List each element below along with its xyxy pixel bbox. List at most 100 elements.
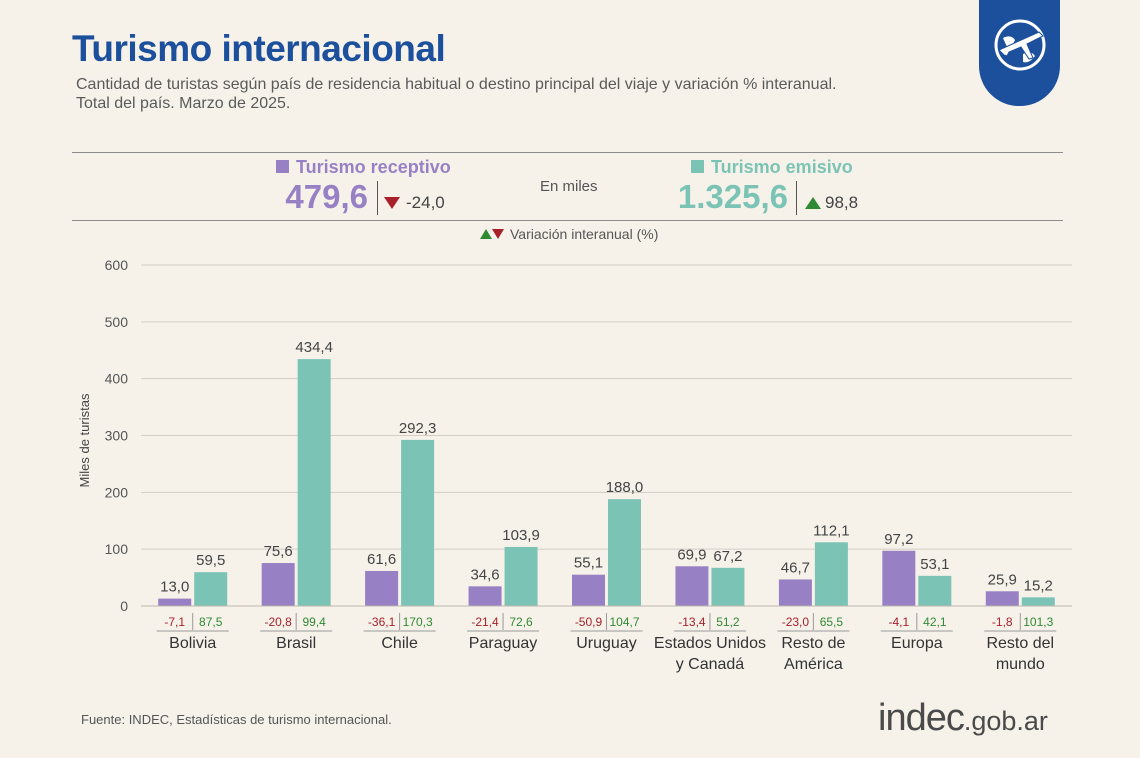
source-note: Fuente: INDEC, Estadísticas de turismo i… — [81, 712, 392, 727]
y-tick-label: 400 — [105, 371, 129, 387]
emisivo-summary-label: Turismo emisivo — [691, 157, 853, 178]
y-tick-label: 100 — [105, 541, 129, 557]
variation-legend: Variación interanual (%) — [480, 226, 658, 242]
data-label-emisivo: 292,3 — [399, 420, 437, 437]
variation-receptivo: -50,9 — [575, 615, 603, 629]
triangle-up-icon — [480, 229, 492, 239]
data-label-emisivo: 67,2 — [713, 548, 742, 565]
category-label: Europa — [891, 635, 943, 652]
category-label: Resto de — [781, 635, 845, 652]
y-tick-label: 300 — [105, 428, 129, 444]
bar-receptivo — [572, 574, 605, 606]
triangle-down-icon — [492, 229, 504, 239]
category-label: Estados Unidos — [654, 635, 766, 652]
bar-emisivo — [297, 359, 331, 606]
data-label-receptivo: 34,6 — [470, 566, 499, 583]
emisivo-swatch — [691, 160, 704, 173]
data-label-receptivo: 61,6 — [367, 551, 396, 568]
subtitle-line-2: Total del país. Marzo de 2025. — [76, 95, 291, 112]
summary-bottom-rule — [72, 220, 1063, 221]
summary-top-rule — [72, 152, 1063, 153]
bar-receptivo — [882, 550, 916, 606]
variation-receptivo: -21,4 — [471, 615, 499, 629]
data-label-emisivo: 15,2 — [1024, 577, 1053, 594]
y-tick-label: 600 — [105, 257, 129, 273]
variation-emisivo: 104,7 — [609, 615, 639, 629]
data-label-emisivo: 112,1 — [813, 522, 849, 539]
category-label: y Canadá — [676, 656, 745, 673]
variation-emisivo: 72,6 — [509, 615, 533, 629]
variation-emisivo: 42,1 — [923, 615, 947, 629]
bar-receptivo — [158, 598, 192, 606]
variation-emisivo: 99,4 — [302, 615, 326, 629]
globe-airplane-icon — [994, 19, 1046, 71]
bar-emisivo — [814, 542, 848, 606]
variation-emisivo: 87,5 — [199, 615, 223, 629]
bar-receptivo — [261, 563, 295, 606]
bar-emisivo — [608, 499, 641, 606]
data-label-receptivo: 13,0 — [160, 579, 189, 596]
data-label-receptivo: 69,9 — [677, 546, 706, 563]
bar-emisivo — [194, 572, 228, 606]
data-label-receptivo: 46,7 — [781, 559, 810, 576]
variation-emisivo: 101,3 — [1023, 615, 1053, 629]
bar-receptivo — [468, 586, 502, 606]
bar-receptivo — [365, 570, 399, 606]
bar-emisivo — [401, 439, 435, 606]
bar-emisivo — [504, 546, 538, 606]
data-label-emisivo: 434,4 — [295, 339, 333, 356]
variation-receptivo: -7,1 — [164, 615, 185, 629]
variation-emisivo: 51,2 — [716, 615, 740, 629]
category-label: Bolivia — [169, 635, 216, 652]
variation-receptivo: -20,8 — [264, 615, 292, 629]
data-label-emisivo: 59,5 — [196, 552, 225, 569]
bar-receptivo — [778, 579, 812, 606]
emisivo-total: 1.325,6 — [677, 178, 788, 215]
variation-receptivo: -36,1 — [368, 615, 396, 629]
y-tick-label: 200 — [105, 484, 129, 500]
category-label: América — [784, 656, 843, 673]
receptivo-summary-label: Turismo receptivo — [276, 157, 451, 178]
triangle-up-icon — [805, 197, 821, 209]
category-label: Resto del — [986, 635, 1054, 652]
y-axis-label: Miles de turistas — [77, 393, 92, 487]
bar-emisivo — [1021, 597, 1055, 606]
variation-receptivo: -4,1 — [888, 615, 909, 629]
category-label: Chile — [381, 635, 418, 652]
bar-emisivo — [918, 575, 952, 606]
category-label: Brasil — [276, 635, 316, 652]
data-label-emisivo: 103,9 — [502, 527, 540, 544]
category-label: mundo — [996, 656, 1045, 673]
page-title: Turismo internacional — [72, 28, 446, 69]
data-label-emisivo: 188,0 — [606, 479, 644, 496]
indec-logo: indec.gob.ar — [878, 697, 1048, 739]
variation-receptivo: -23,0 — [782, 615, 810, 629]
data-label-receptivo: 75,6 — [264, 543, 293, 560]
y-tick-label: 500 — [105, 314, 129, 330]
triangle-down-icon — [384, 197, 400, 209]
receptivo-delta: -24,0 — [384, 193, 445, 213]
subtitle-line-1: Cantidad de turistas según país de resid… — [76, 76, 837, 93]
variation-receptivo: -1,8 — [992, 615, 1013, 629]
unit-note: En miles — [540, 178, 598, 195]
data-label-emisivo: 53,1 — [920, 556, 949, 573]
tourism-badge — [979, 0, 1060, 106]
receptivo-total: 479,6 — [285, 178, 368, 215]
emisivo-separator — [796, 181, 797, 215]
category-label: Paraguay — [469, 635, 538, 652]
bar-receptivo — [675, 566, 709, 606]
variation-emisivo: 65,5 — [820, 615, 844, 629]
emisivo-delta: 98,8 — [805, 193, 858, 213]
bar-receptivo — [985, 591, 1019, 606]
receptivo-swatch — [276, 160, 289, 173]
data-label-receptivo: 55,1 — [574, 555, 603, 572]
category-label: Uruguay — [576, 635, 636, 652]
page-subtitle: Cantidad de turistas según país de resid… — [76, 75, 896, 113]
bar-emisivo — [711, 567, 745, 606]
data-label-receptivo: 97,2 — [884, 531, 913, 548]
variation-receptivo: -13,4 — [678, 615, 706, 629]
variation-emisivo: 170,3 — [403, 615, 433, 629]
data-label-receptivo: 25,9 — [988, 571, 1017, 588]
y-tick-label: 0 — [120, 598, 128, 614]
